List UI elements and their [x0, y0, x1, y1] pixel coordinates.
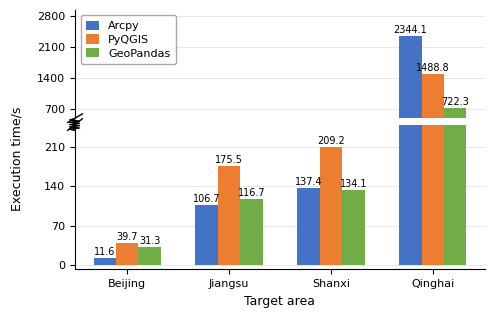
Bar [240, 199, 262, 265]
Legend: Arcpy, PyQGIS, GeoPandas: Arcpy, PyQGIS, GeoPandas [80, 15, 176, 64]
Bar [138, 139, 161, 140]
Bar [444, 0, 466, 265]
Bar [138, 247, 161, 265]
Bar [116, 138, 138, 140]
Text: 11.6: 11.6 [94, 247, 116, 257]
Text: 722.3: 722.3 [441, 97, 469, 107]
Bar [342, 134, 364, 140]
Bar [94, 139, 116, 140]
Text: 209.2: 209.2 [317, 136, 345, 146]
Bar [218, 132, 240, 140]
Text: 31.3: 31.3 [139, 236, 160, 246]
Text: 106.7: 106.7 [193, 194, 220, 204]
Bar [422, 0, 444, 265]
Bar [399, 36, 421, 140]
Text: 134.1: 134.1 [340, 178, 367, 189]
Bar [196, 205, 218, 265]
Bar [320, 147, 342, 265]
Bar [298, 134, 320, 140]
Bar [399, 0, 421, 265]
Bar [94, 258, 116, 265]
Text: 2344.1: 2344.1 [394, 25, 427, 35]
Bar [342, 190, 364, 265]
Text: 175.5: 175.5 [215, 155, 243, 165]
X-axis label: Target area: Target area [244, 295, 316, 308]
Text: 116.7: 116.7 [238, 188, 266, 198]
Bar [240, 135, 262, 140]
Bar [422, 74, 444, 140]
Bar [116, 243, 138, 265]
Text: 39.7: 39.7 [116, 231, 138, 242]
Bar [320, 131, 342, 140]
Text: Execution time/s: Execution time/s [10, 106, 23, 211]
Bar [298, 188, 320, 265]
Bar [196, 135, 218, 140]
Text: 137.4: 137.4 [294, 177, 322, 187]
Bar [218, 166, 240, 265]
Bar [444, 108, 466, 140]
Text: 1488.8: 1488.8 [416, 63, 450, 73]
